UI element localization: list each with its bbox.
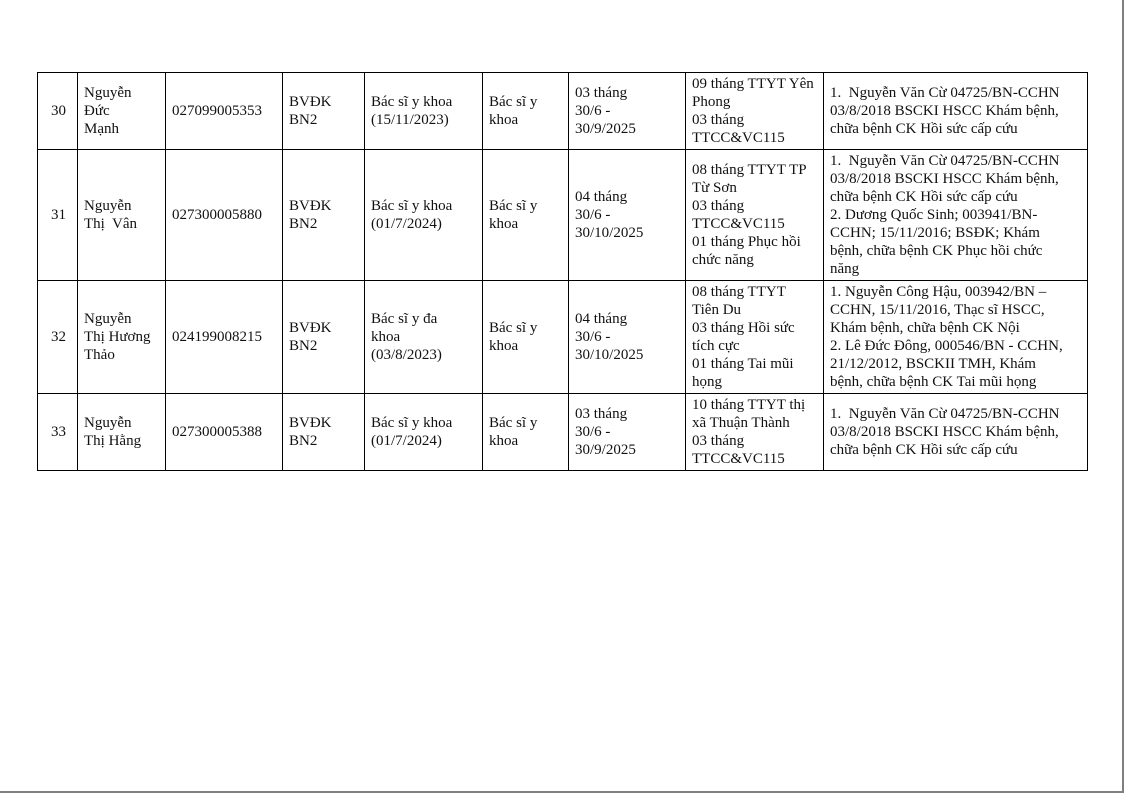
cell-id-number: 024199008215 [165,280,283,394]
cell-assignment: 08 tháng TTYT Tiên Du 03 tháng Hồi sức t… [685,280,824,394]
table-row: 33 Nguyễn Thị Hằng 027300005388 BVĐK BN2… [37,393,1088,471]
cell-assignment: 08 tháng TTYT TP Từ Sơn 03 tháng TTCC&VC… [685,149,824,281]
cell-assignment: 10 tháng TTYT thị xã Thuận Thành 03 thán… [685,393,824,471]
cell-supervisors: 1. Nguyễn Văn Cừ 04725/BN-CCHN 03/8/2018… [823,72,1088,150]
cell-stt: 33 [37,393,78,471]
cell-id-number: 027300005388 [165,393,283,471]
table-row: 31 Nguyễn Thị Vân 027300005880 BVĐK BN2 … [37,149,1088,281]
cell-name: Nguyễn Đức Mạnh [77,72,166,150]
cell-name: Nguyễn Thị Vân [77,149,166,281]
practitioners-table: 30 Nguyễn Đức Mạnh 027099005353 BVĐK BN2… [37,72,1088,471]
cell-degree: Bác sĩ y khoa (15/11/2023) [364,72,483,150]
cell-name: Nguyễn Thị Hương Thảo [77,280,166,394]
cell-workplace: BVĐK BN2 [282,149,365,281]
cell-position: Bác sĩ y khoa [482,280,569,394]
cell-id-number: 027099005353 [165,72,283,150]
cell-position: Bác sĩ y khoa [482,393,569,471]
cell-assignment: 09 tháng TTYT Yên Phong 03 tháng TTCC&VC… [685,72,824,150]
cell-stt: 31 [37,149,78,281]
cell-supervisors: 1. Nguyễn Công Hậu, 003942/BN – CCHN, 15… [823,280,1088,394]
cell-workplace: BVĐK BN2 [282,72,365,150]
cell-degree: Bác sĩ y khoa (01/7/2024) [364,393,483,471]
cell-position: Bác sĩ y khoa [482,149,569,281]
cell-stt: 32 [37,280,78,394]
cell-duration: 04 tháng 30/6 - 30/10/2025 [568,280,686,394]
cell-workplace: BVĐK BN2 [282,393,365,471]
cell-workplace: BVĐK BN2 [282,280,365,394]
cell-name: Nguyễn Thị Hằng [77,393,166,471]
cell-supervisors: 1. Nguyễn Văn Cừ 04725/BN-CCHN 03/8/2018… [823,149,1088,281]
cell-position: Bác sĩ y khoa [482,72,569,150]
cell-supervisors: 1. Nguyễn Văn Cừ 04725/BN-CCHN 03/8/2018… [823,393,1088,471]
cell-duration: 04 tháng 30/6 - 30/10/2025 [568,149,686,281]
cell-degree: Bác sĩ y đa khoa (03/8/2023) [364,280,483,394]
cell-duration: 03 tháng 30/6 - 30/9/2025 [568,393,686,471]
cell-id-number: 027300005880 [165,149,283,281]
cell-duration: 03 tháng 30/6 - 30/9/2025 [568,72,686,150]
cell-stt: 30 [37,72,78,150]
cell-degree: Bác sĩ y khoa (01/7/2024) [364,149,483,281]
table-row: 30 Nguyễn Đức Mạnh 027099005353 BVĐK BN2… [37,72,1088,150]
table-row: 32 Nguyễn Thị Hương Thảo 024199008215 BV… [37,280,1088,394]
